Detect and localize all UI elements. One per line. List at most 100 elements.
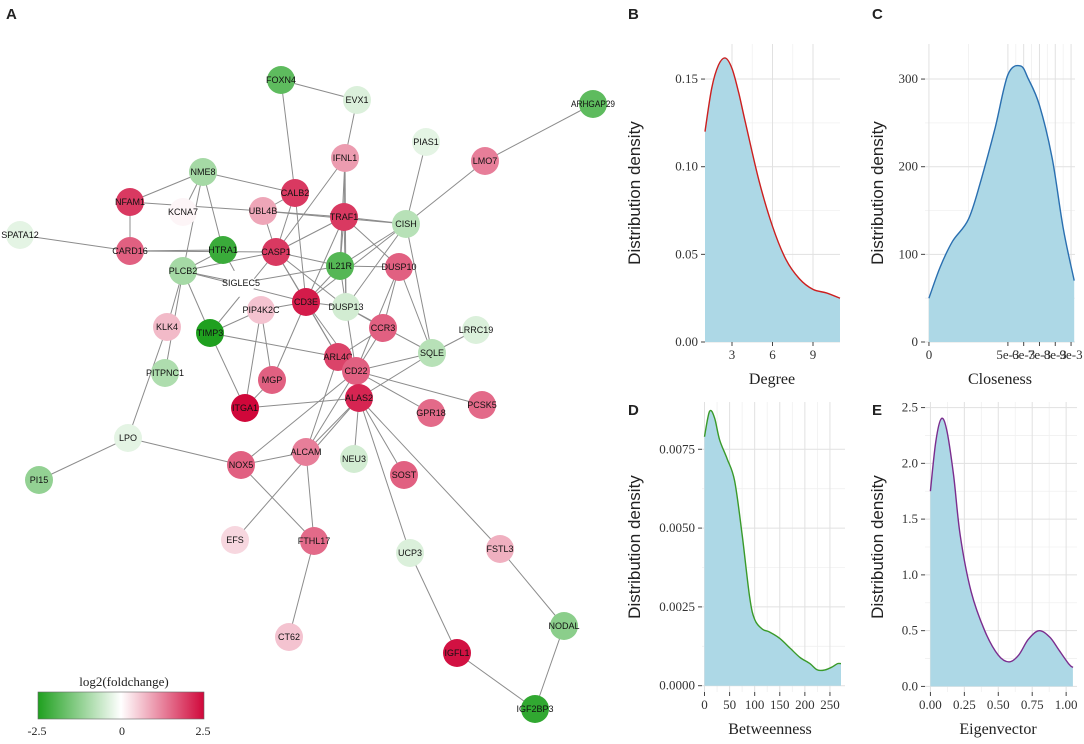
network-node: SOST [390,461,418,489]
panel-label-e: E [872,402,882,419]
node-circle [262,238,290,266]
y-tick-label: 2.5 [902,400,918,415]
node-circle [390,461,418,489]
network-edge [240,265,341,284]
density-curve-degree [704,57,841,299]
x-tick-label: 9 [810,347,817,362]
legend-tick-mid: 0 [119,724,125,738]
node-label: LMO7 [473,156,498,166]
network-edge [398,266,433,354]
node-circle [579,90,607,118]
node-label: ALCAM [290,447,321,457]
network-node: CALB2 [281,179,309,207]
density-chart-degree: B 3 6 9 0.00 0.05 0.10 0.15 Degree Distributio… [625,6,841,388]
colorbar [37,691,205,720]
network-node: NOX5 [227,451,255,479]
node-circle [340,445,368,473]
node-circle [292,438,320,466]
node-label: DUSP13 [328,302,363,312]
node-label: PITPNC1 [146,368,184,378]
node-label: EVX1 [345,95,368,105]
node-label: FSTL3 [486,544,513,554]
node-circle [471,147,499,175]
density-chart-betweenness: D 0 50 100 150 200 250 0.0000 0.0025 0.0050 0.007… [625,402,845,738]
network-edge [358,397,411,554]
network-edge [355,370,432,414]
y-tick-label: 0.15 [675,71,698,86]
network-node: PI15 [25,466,53,494]
network-edge [244,397,360,409]
density-area-degree [705,57,840,343]
network-node: CARD16 [112,237,148,265]
network-node: NFAM1 [115,188,145,216]
network-edge [405,223,433,354]
node-circle [369,314,397,342]
y-axis-title-closeness: Distribution density [868,121,887,265]
network-edge [288,540,315,638]
density-chart-eigenvector: E 0.00 0.25 0.50 0.75 1.00 0.0 0.5 1.0 1.5 2.0 2.5… [868,400,1078,738]
network-node: IGF2BP3 [516,695,554,723]
node-label: NODAL [548,621,579,631]
node-circle [486,535,514,563]
network-edge [280,79,296,194]
network-node: CT62 [275,623,303,651]
node-circle [396,539,424,567]
density-curve-eigenvector [929,417,1074,669]
legend-title: log2(foldchange) [79,674,169,689]
node-circle [330,203,358,231]
network-node: IL21R [326,252,354,280]
x-tick-label: 3 [729,347,736,362]
panel-label-d: D [628,402,639,419]
network-edge [305,356,339,453]
network-edge [271,301,307,381]
node-label: SIGLEC5 [222,278,260,288]
network-edge [305,216,345,303]
node-label: PIP4K2C [242,305,280,315]
node-circle [345,384,373,412]
node-label: SOST [392,470,417,480]
density-curve-closeness [928,64,1075,299]
network-node: GPR18 [416,399,446,427]
network-node: FTHL17 [298,527,330,555]
density-area-eigenvector [930,418,1073,687]
x-tick-label: 150 [770,697,790,712]
network-edge [244,309,262,409]
y-tick-label: 0.0 [902,678,918,693]
x-tick-label: 0.25 [953,697,976,712]
network-node: CCR3 [369,314,397,342]
x-tick-label: 9e-3 [1059,347,1082,362]
node-circle [392,210,420,238]
network-node: CISH [392,210,420,238]
network-node: TRAF1 [330,203,358,231]
node-label: CASP1 [261,247,291,257]
x-tick-label: 6e-3 [1012,347,1035,362]
node-label: PIAS1 [413,137,439,147]
panel-label-b: B [628,6,639,23]
panel-label-c: C [872,6,883,23]
network-edge [38,437,129,481]
y-axis-title-degree: Distribution density [625,121,644,265]
x-tick-label: 200 [795,697,815,712]
node-circle [231,394,259,422]
node-circle [385,253,413,281]
node-circle [196,319,224,347]
node-circle [550,612,578,640]
node-circle [227,451,255,479]
x-tick-label: 50 [723,697,736,712]
y-tick-label: 0.5 [902,623,918,638]
panel-label-a: A [6,6,17,23]
network-node: CD3E [292,288,320,316]
y-tick-label: 1.5 [902,511,918,526]
network-node: EVX1 [343,86,371,114]
node-label: PCSK5 [467,400,497,410]
node-circle [25,466,53,494]
node-label: LPO [119,433,137,443]
node-circle [169,198,197,226]
network-node: UBL4B [249,197,277,225]
y-tick-label: 0.00 [675,334,698,349]
network-edge [345,223,407,308]
network-node: IFNL1 [331,144,359,172]
network-node: HTRA1 [208,236,238,264]
network-node: FSTL3 [486,535,514,563]
network-node: PITPNC1 [146,359,184,387]
